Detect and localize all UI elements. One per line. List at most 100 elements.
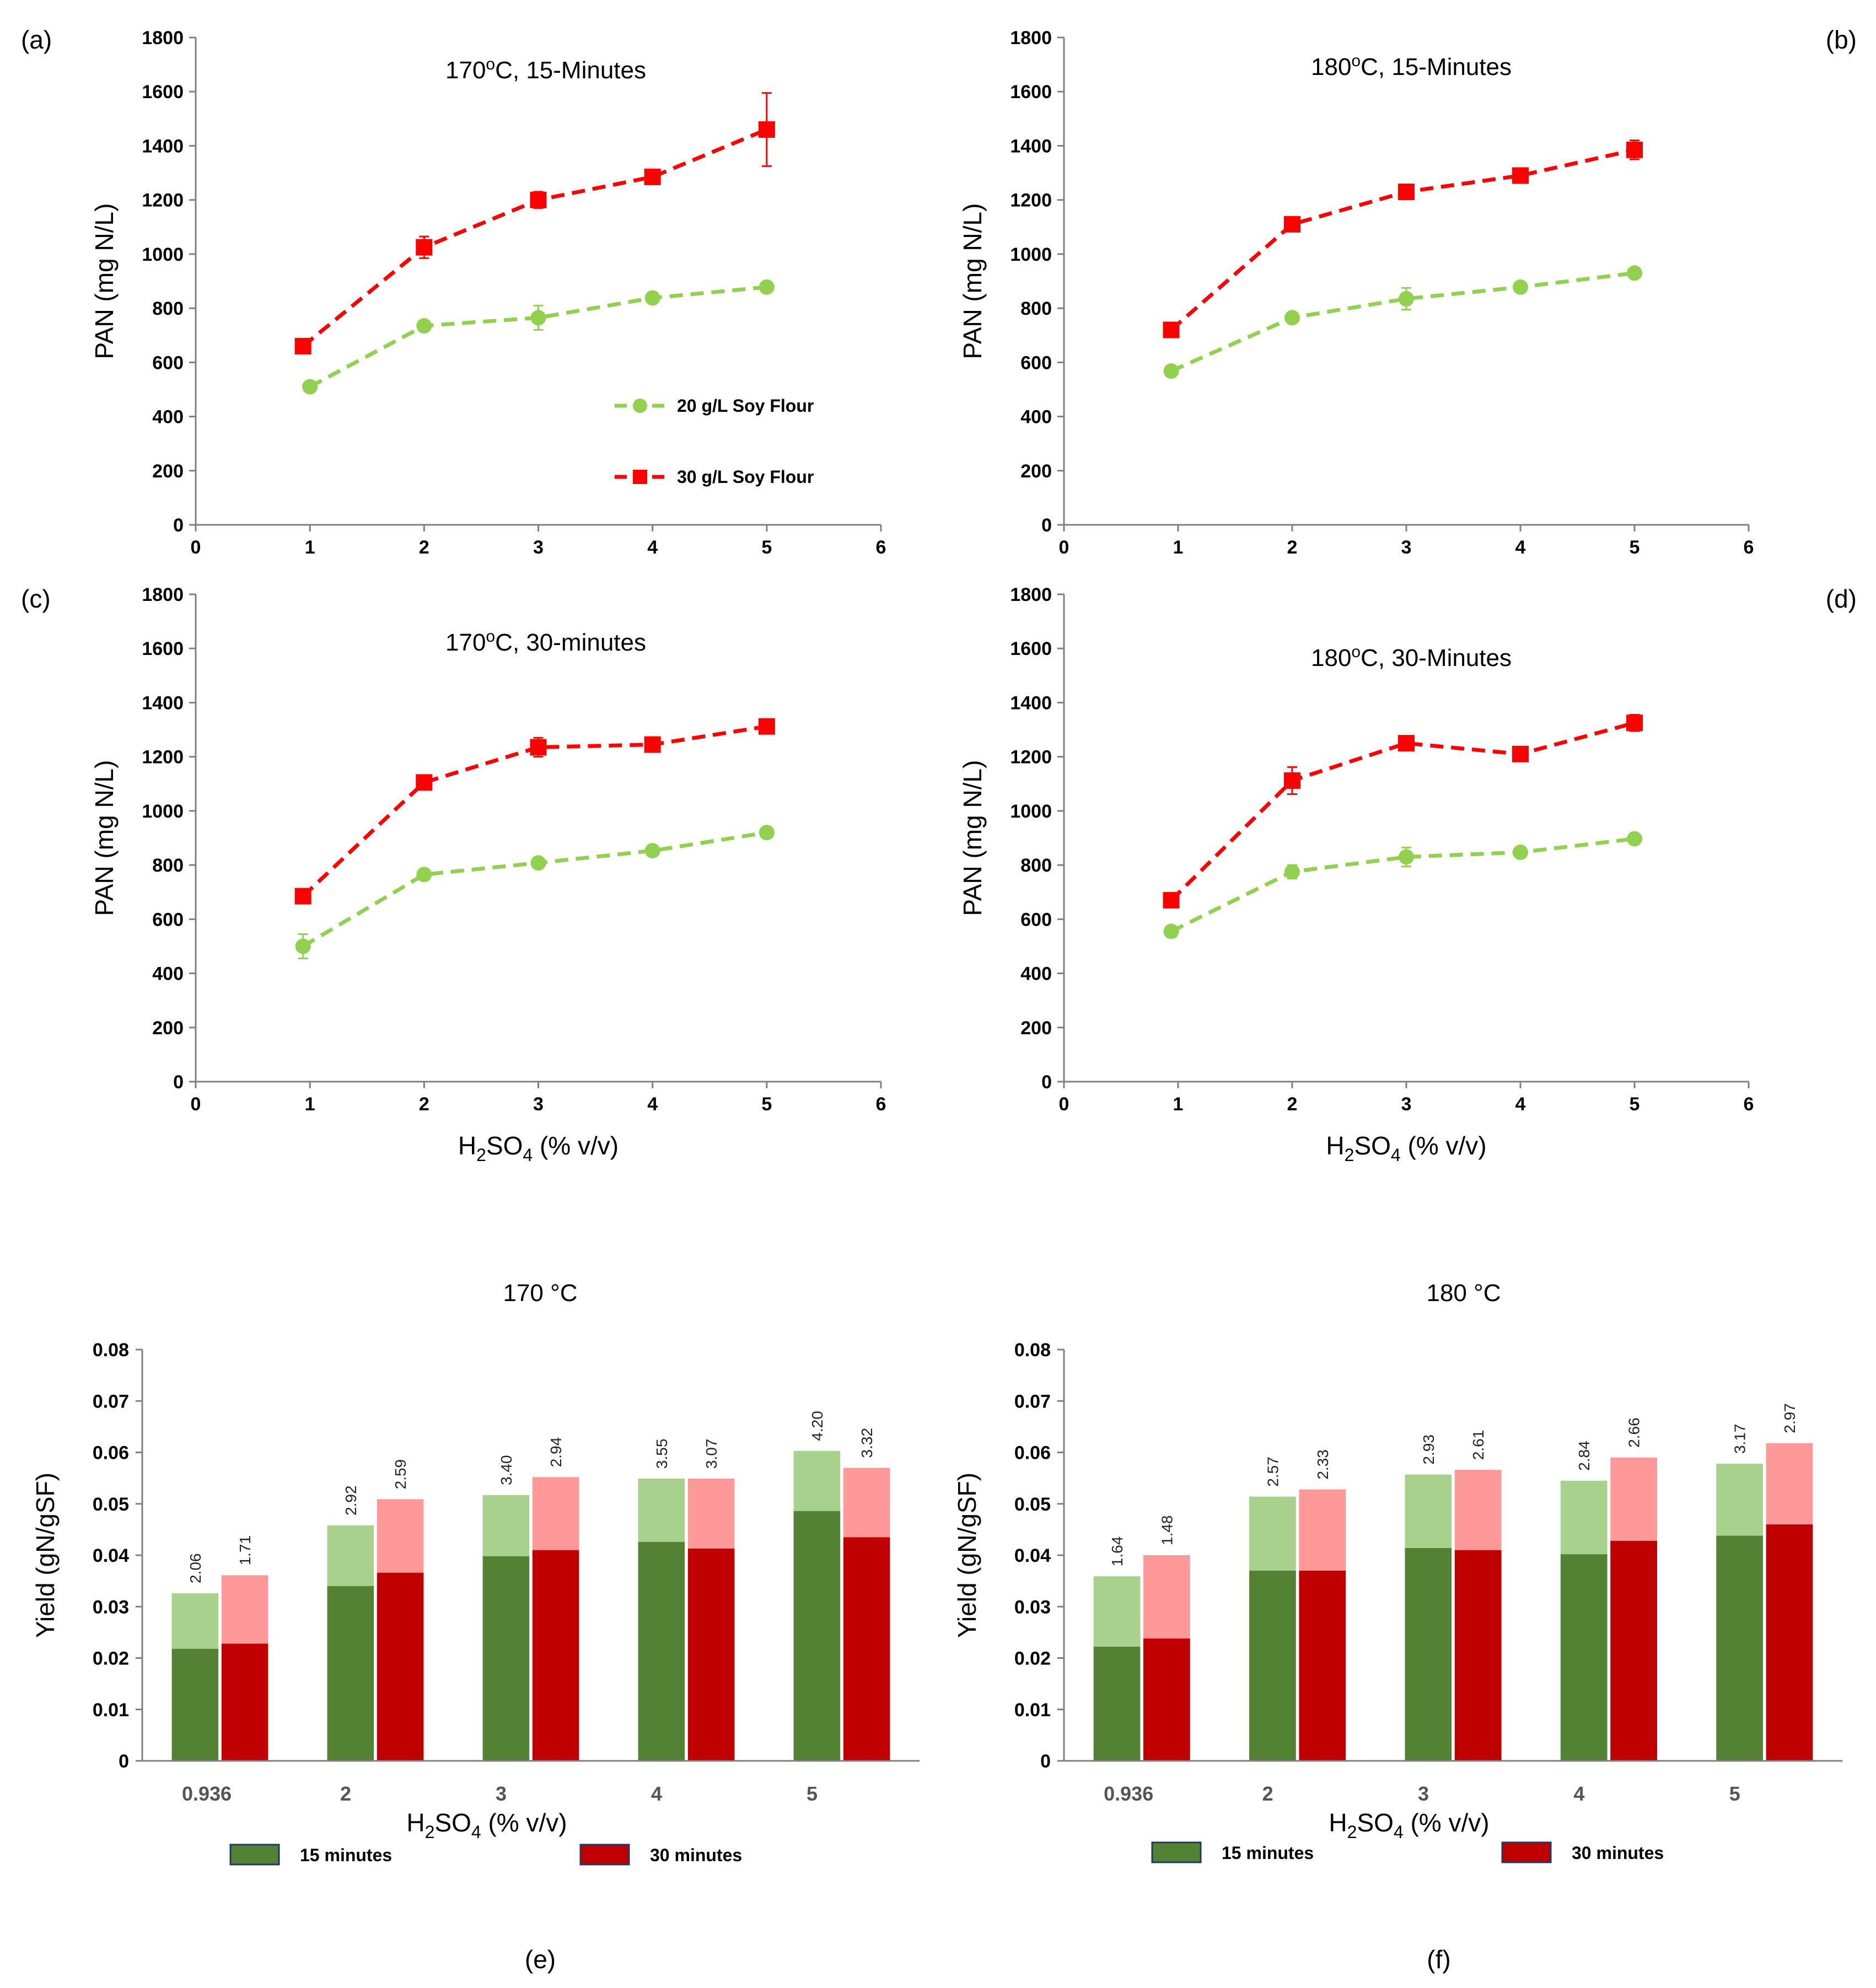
x-tick-label: 2	[1287, 1094, 1298, 1115]
y-tick-label: 200	[1020, 461, 1052, 482]
legend-swatch	[229, 1844, 280, 1866]
y-tick-label: 0.02	[93, 1648, 129, 1669]
bar-upper-segment	[793, 1450, 841, 1511]
y-tick-label: 400	[1020, 964, 1052, 985]
bar-data-label: 3.32	[858, 1428, 875, 1458]
data-point	[1627, 831, 1642, 847]
bar-data-label: 2.93	[1420, 1434, 1437, 1465]
series-line-0	[309, 285, 767, 389]
y-tick-label: 600	[152, 352, 184, 373]
bar-upper-segment	[843, 1468, 890, 1538]
bar-lower-segment	[843, 1537, 890, 1761]
legend-label: 15 minutes	[1222, 1843, 1314, 1863]
data-point	[1163, 321, 1180, 339]
data-point	[1398, 183, 1415, 200]
data-point	[1163, 363, 1179, 379]
series-line-0	[1170, 836, 1635, 933]
x-tick-label: 4	[1515, 537, 1526, 558]
data-point	[294, 337, 311, 354]
y-tick-label: 200	[152, 461, 184, 482]
data-point	[1163, 891, 1180, 909]
bar-lower-segment	[1610, 1540, 1657, 1761]
series-line-1	[302, 724, 767, 898]
y-tick-label: 1000	[142, 244, 184, 265]
data-point	[416, 239, 433, 256]
y-tick-label: 0.02	[1014, 1648, 1051, 1669]
panel-tag: (f)	[1427, 1945, 1450, 1974]
x-tick-label: 2	[1287, 537, 1298, 558]
bar-data-label: 1.64	[1109, 1536, 1126, 1567]
panel-title: 180oC, 15-Minutes	[1311, 52, 1512, 80]
y-tick-label: 1400	[1010, 136, 1052, 157]
bar-upper-segment	[1405, 1474, 1452, 1548]
legend-marker	[633, 399, 647, 413]
data-point	[644, 843, 660, 859]
x-category-label: 4	[651, 1782, 662, 1805]
bar-lower-segment	[1560, 1554, 1608, 1761]
chart-panel-b: 0 200 400 600 800 1000 1200 1400 1600 1800 0 1 2 3 4 5 6…	[958, 25, 1857, 558]
x-tick-label: 0	[1059, 1094, 1069, 1115]
x-axis-title: H2SO4 (% v/v)	[406, 1808, 567, 1842]
data-point	[1284, 216, 1300, 233]
data-point	[416, 318, 432, 334]
bar-data-label: 3.55	[653, 1439, 670, 1469]
bar-lower-segment	[1299, 1570, 1346, 1761]
y-tick-label: 0	[119, 1751, 129, 1772]
y-tick-label: 1200	[142, 190, 184, 211]
bar-data-label: 2.57	[1264, 1457, 1281, 1487]
data-point	[1284, 310, 1300, 326]
y-tick-label: 0.03	[93, 1597, 129, 1618]
bar-data-label: 4.20	[809, 1411, 826, 1441]
legend-label: 15 minutes	[300, 1845, 392, 1865]
bar-upper-segment	[532, 1477, 579, 1550]
data-point	[1398, 735, 1415, 752]
bar-upper-segment	[638, 1479, 685, 1542]
bar-data-label: 2.94	[547, 1437, 565, 1468]
chart-panel-d: 0 200 400 600 800 1000 1200 1400 1600 1800 0 1 2 3 4 5 6…	[958, 584, 1857, 1165]
y-tick-label: 0	[173, 515, 184, 536]
legend-label: 30 g/L Soy Flour	[677, 467, 814, 487]
data-point	[1627, 265, 1642, 281]
y-tick-label: 0	[173, 1072, 184, 1093]
data-point	[530, 310, 546, 326]
chart-panel-f: 0 0.01 0.02 0.03 0.04 0.05 0.06 0.07 0.08 1.64 1.4…	[953, 1280, 1842, 1974]
y-tick-label: 600	[152, 909, 184, 930]
bar-data-label: 2.97	[1781, 1403, 1798, 1433]
bar-lower-segment	[171, 1648, 219, 1761]
legend-label: 30 minutes	[1572, 1843, 1664, 1863]
legend-swatch	[579, 1844, 630, 1866]
x-tick-label: 4	[647, 537, 658, 558]
bar-lower-segment	[1249, 1570, 1296, 1761]
y-tick-label: 0.08	[1014, 1340, 1051, 1361]
chart-panel-a: 0 200 400 600 800 1000 1200 1400 1600 1800 0 1 2 3 4 5 6…	[21, 25, 886, 558]
x-tick-label: 0	[1059, 537, 1069, 558]
bar-lower-segment	[638, 1541, 685, 1761]
data-point	[758, 718, 775, 735]
data-point	[1284, 772, 1300, 789]
bar-data-label: 2.92	[342, 1485, 359, 1516]
x-category-label: 5	[1729, 1782, 1740, 1805]
data-point	[758, 121, 775, 138]
y-tick-label: 1400	[142, 136, 184, 157]
data-point	[1513, 279, 1528, 295]
bar-upper-segment	[1716, 1464, 1763, 1536]
bar-data-label: 3.40	[498, 1455, 515, 1485]
bar-lower-segment	[1454, 1550, 1502, 1761]
x-category-label: 5	[807, 1782, 818, 1805]
y-tick-label: 0.01	[1014, 1700, 1051, 1721]
bar-data-label: 2.84	[1576, 1441, 1593, 1471]
series-line-0	[302, 830, 767, 948]
bar-upper-segment	[221, 1575, 268, 1644]
data-point	[1512, 745, 1529, 762]
data-point	[644, 290, 660, 306]
bar-upper-segment	[482, 1495, 530, 1556]
x-tick-label: 4	[647, 1094, 658, 1115]
y-tick-label: 200	[152, 1018, 184, 1039]
data-point	[1626, 141, 1643, 158]
bar-lower-segment	[1716, 1535, 1763, 1761]
data-point	[294, 888, 311, 905]
y-tick-label: 0.05	[1014, 1494, 1051, 1515]
bar-lower-segment	[327, 1586, 374, 1761]
data-point	[302, 379, 318, 395]
